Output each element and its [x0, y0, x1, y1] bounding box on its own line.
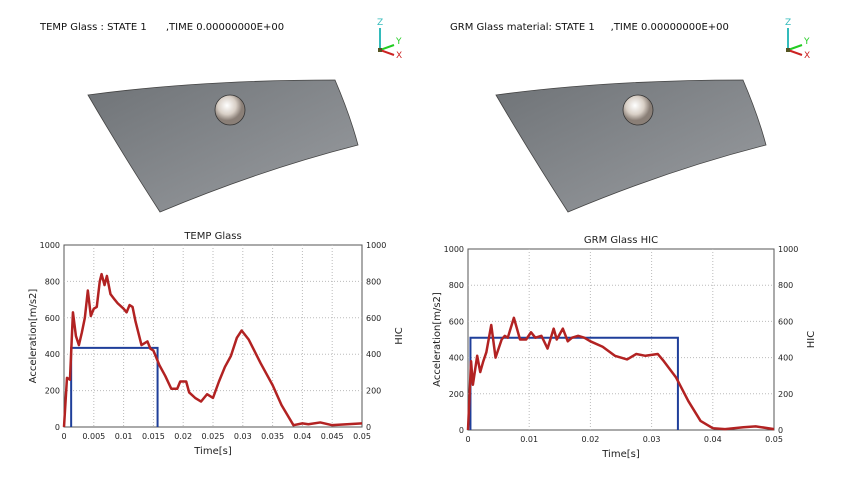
- x-tick-label: 0.02: [174, 432, 192, 441]
- y2-tick-label: 1000: [778, 245, 798, 254]
- svg-text:X: X: [396, 51, 402, 61]
- x-tick-label: 0.045: [321, 432, 344, 441]
- y-tick-label: 800: [449, 281, 464, 290]
- chart-title: GRM Glass HIC: [584, 235, 658, 246]
- axis-triad-right: Z Y X: [785, 18, 810, 61]
- acceleration-series: [466, 316, 775, 431]
- svg-text:X: X: [804, 51, 810, 61]
- plot-area: [467, 248, 775, 431]
- x-tick-label: 0.03: [234, 432, 252, 441]
- y-tick-label: 0: [55, 423, 60, 432]
- svg-text:Z: Z: [377, 18, 383, 28]
- y2-tick-label: 0: [366, 423, 371, 432]
- svg-text:Z: Z: [785, 18, 791, 28]
- y-tick-label: 400: [449, 354, 464, 363]
- x-tick-label: 0.005: [82, 432, 105, 441]
- impactor-sphere-left: [214, 94, 246, 126]
- y-tick-label: 0: [459, 426, 464, 435]
- y2-tick-label: 0: [778, 426, 783, 435]
- y-axis-label: Acceleration[m/s2]: [28, 289, 39, 384]
- glass-model-left: [87, 79, 359, 213]
- y-axis-label: Acceleration[m/s2]: [432, 292, 443, 387]
- x-tick-label: 0.03: [643, 435, 661, 444]
- x-axis-label: Time[s]: [601, 449, 640, 460]
- y2-tick-label: 800: [366, 277, 381, 286]
- hic-series: [70, 346, 159, 427]
- x-tick-label: 0.015: [142, 432, 165, 441]
- x-tick-label: 0.04: [704, 435, 722, 444]
- y2-axis-label: HIC: [806, 331, 817, 348]
- x-tick-label: 0.02: [581, 435, 599, 444]
- glass-model-right: [495, 79, 767, 213]
- x-tick-label: 0.025: [202, 432, 225, 441]
- y-tick-label: 1000: [40, 241, 60, 250]
- y-tick-label: 200: [449, 390, 464, 399]
- view-title-right: GRM Glass material: STATE 1 ,TIME 0.0000…: [450, 22, 729, 33]
- y2-tick-label: 600: [366, 314, 381, 323]
- y-tick-label: 400: [45, 350, 60, 359]
- y-tick-label: 200: [45, 387, 60, 396]
- acceleration-series: [62, 272, 363, 428]
- x-tick-label: 0.05: [765, 435, 783, 444]
- impactor-sphere-right: [622, 94, 654, 126]
- y2-tick-label: 400: [778, 354, 793, 363]
- chart-temp-glass: 0 0.005 0.01 0.015 0.02 0.025 0.03 0.035 0.04 0.0…: [28, 231, 405, 457]
- x-tick-label: 0.035: [261, 432, 284, 441]
- y-tick-label: 800: [45, 277, 60, 286]
- x-tick-label: 0: [61, 432, 66, 441]
- view-title-left: TEMP Glass : STATE 1 ,TIME 0.00000000E+0…: [40, 22, 285, 33]
- y2-tick-label: 200: [778, 390, 793, 399]
- svg-text:Y: Y: [395, 37, 402, 47]
- y2-tick-label: 600: [778, 317, 793, 326]
- y2-tick-label: 200: [366, 387, 381, 396]
- y2-tick-label: 800: [778, 281, 793, 290]
- x-tick-label: 0.01: [520, 435, 538, 444]
- y-tick-label: 600: [449, 317, 464, 326]
- axis-triad-left: Z Y X: [377, 18, 402, 61]
- y-tick-label: 1000: [444, 245, 464, 254]
- x-tick-label: 0.04: [293, 432, 311, 441]
- svg-text:Y: Y: [803, 37, 810, 47]
- y2-tick-label: 400: [366, 350, 381, 359]
- x-axis-label: Time[s]: [193, 446, 232, 457]
- x-tick-label: 0.01: [115, 432, 133, 441]
- y2-axis-label: HIC: [394, 327, 405, 344]
- chart-title: TEMP Glass: [183, 231, 241, 242]
- x-tick-label: 0: [465, 435, 470, 444]
- x-tick-label: 0.05: [353, 432, 371, 441]
- y-tick-label: 600: [45, 314, 60, 323]
- y2-tick-label: 1000: [366, 241, 386, 250]
